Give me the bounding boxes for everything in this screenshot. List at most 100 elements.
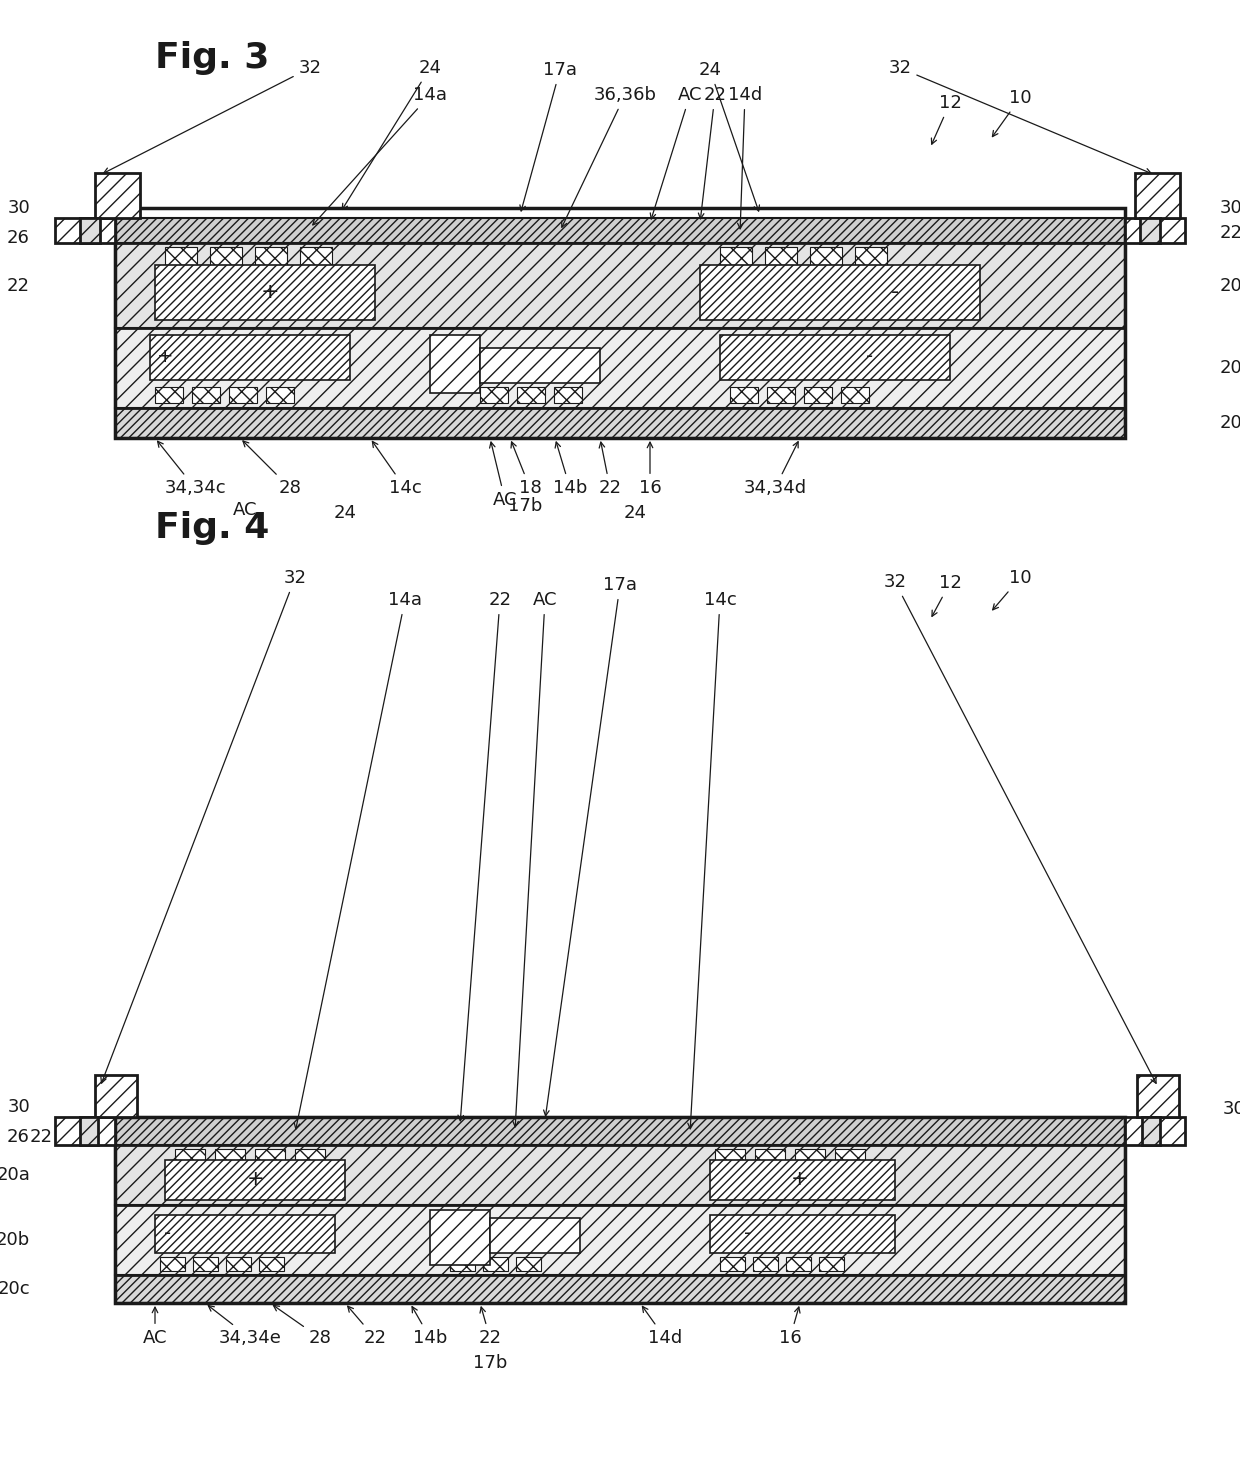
Text: 16: 16	[639, 442, 661, 497]
Text: 36,36b: 36,36b	[562, 86, 656, 227]
Text: AC: AC	[650, 86, 702, 219]
Bar	[155, 1215, 335, 1252]
Bar	[193, 1257, 218, 1271]
Bar	[755, 1149, 785, 1165]
Bar	[255, 1149, 285, 1165]
Bar	[430, 1210, 490, 1266]
Text: 20b: 20b	[0, 1231, 30, 1250]
Bar	[480, 386, 508, 402]
Bar	[720, 246, 751, 265]
Bar	[1140, 219, 1159, 243]
Bar	[720, 335, 950, 381]
Bar	[175, 1149, 205, 1165]
Bar	[810, 246, 842, 265]
Text: +: +	[791, 1169, 808, 1190]
Text: 20c: 20c	[0, 1280, 30, 1298]
Text: 26: 26	[7, 1128, 30, 1146]
Bar	[1142, 1117, 1159, 1145]
Bar	[795, 1149, 825, 1165]
Text: +: +	[156, 347, 174, 366]
Text: 22: 22	[599, 442, 621, 497]
Bar	[259, 1257, 284, 1271]
Text: 26: 26	[7, 229, 30, 246]
Text: 14b: 14b	[553, 442, 588, 497]
Text: AC: AC	[143, 1308, 167, 1347]
Text: 22: 22	[458, 590, 511, 1121]
Text: +: +	[247, 1169, 265, 1190]
Text: 14d: 14d	[728, 86, 763, 229]
Text: 16: 16	[779, 1306, 801, 1347]
Bar	[765, 246, 797, 265]
Bar	[115, 208, 1125, 437]
Text: 22: 22	[698, 86, 727, 219]
Bar	[804, 386, 832, 402]
Text: 12: 12	[931, 93, 961, 144]
Bar	[818, 1257, 844, 1271]
Bar	[226, 1257, 250, 1271]
Text: AC: AC	[513, 590, 557, 1127]
Text: 17a: 17a	[543, 576, 637, 1115]
Bar	[701, 265, 980, 319]
Bar	[255, 246, 286, 265]
Bar	[490, 1217, 580, 1252]
Text: 17b: 17b	[508, 497, 542, 515]
Text: 24: 24	[334, 504, 357, 522]
Text: 14a: 14a	[312, 86, 446, 225]
Text: 30: 30	[7, 198, 30, 217]
Bar	[1125, 219, 1185, 243]
Text: 24: 24	[624, 504, 646, 522]
Bar	[516, 1257, 541, 1271]
Bar	[95, 174, 140, 219]
Text: 30: 30	[1220, 198, 1240, 217]
Bar	[720, 1257, 745, 1271]
Bar	[81, 219, 100, 243]
Text: -: -	[890, 281, 899, 302]
Bar	[155, 386, 184, 402]
Bar	[165, 246, 197, 265]
Bar	[165, 1161, 345, 1200]
Bar	[115, 1274, 1125, 1303]
Bar	[856, 246, 887, 265]
Bar	[786, 1257, 811, 1271]
Text: 22: 22	[347, 1306, 387, 1347]
Text: 24: 24	[342, 58, 441, 210]
Bar	[484, 1257, 508, 1271]
Text: 20a: 20a	[0, 1166, 30, 1184]
Text: 14c: 14c	[372, 442, 422, 497]
Text: 28: 28	[274, 1305, 331, 1347]
Text: 32: 32	[889, 58, 1151, 174]
Text: 20b: 20b	[1220, 359, 1240, 378]
Bar	[480, 348, 600, 383]
Bar	[295, 1149, 325, 1165]
Bar	[450, 1257, 475, 1271]
Bar	[115, 1117, 1125, 1145]
Bar	[115, 243, 1125, 328]
Bar	[115, 1117, 1125, 1303]
Text: -: -	[165, 1223, 171, 1242]
Bar	[711, 1215, 895, 1252]
Text: Fig. 3: Fig. 3	[155, 41, 269, 74]
Text: 30: 30	[7, 1098, 30, 1115]
Bar	[115, 328, 1125, 408]
Text: 34,34e: 34,34e	[208, 1305, 281, 1347]
Bar	[1137, 1075, 1179, 1117]
Text: AC: AC	[233, 502, 257, 519]
Bar	[155, 265, 374, 319]
Text: 20a: 20a	[1220, 277, 1240, 295]
Bar	[115, 1145, 1125, 1204]
Bar	[267, 386, 294, 402]
Bar	[841, 386, 869, 402]
Bar	[150, 335, 350, 381]
Text: 30: 30	[1223, 1099, 1240, 1118]
Bar	[517, 386, 546, 402]
Text: 12: 12	[932, 574, 961, 617]
Text: 10: 10	[993, 569, 1032, 609]
Text: 34,34d: 34,34d	[744, 442, 806, 497]
Text: AC: AC	[490, 442, 517, 509]
Text: 22: 22	[479, 1306, 501, 1347]
Text: 10: 10	[992, 89, 1032, 137]
Bar	[115, 408, 1125, 437]
Text: 14b: 14b	[412, 1306, 448, 1347]
Bar	[730, 386, 758, 402]
Bar	[81, 1117, 98, 1145]
